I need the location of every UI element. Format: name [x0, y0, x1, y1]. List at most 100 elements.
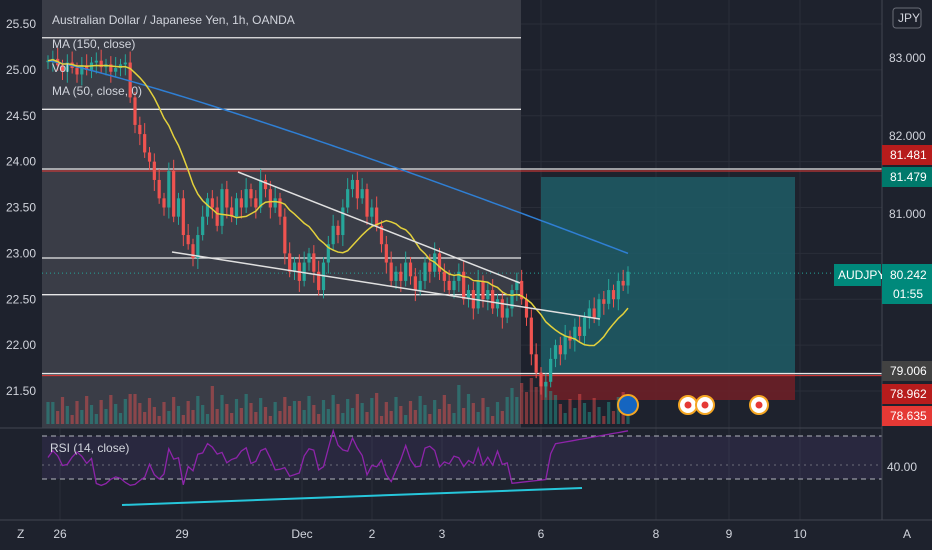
indicator-ma150-label[interactable]: MA (150, close): [52, 37, 135, 51]
candle[interactable]: [254, 198, 258, 208]
candle[interactable]: [302, 262, 306, 281]
candle[interactable]: [60, 65, 65, 72]
candle[interactable]: [336, 225, 340, 236]
candle[interactable]: [408, 262, 413, 277]
candle[interactable]: [437, 253, 442, 272]
candle[interactable]: [394, 271, 398, 281]
indicator-vol-label[interactable]: Vol: [52, 61, 69, 75]
candle[interactable]: [592, 308, 596, 318]
candles[interactable]: [46, 47, 630, 398]
candle[interactable]: [626, 271, 630, 286]
candle[interactable]: [529, 317, 533, 355]
candle[interactable]: [288, 253, 292, 272]
candle[interactable]: [128, 62, 132, 98]
candle[interactable]: [94, 60, 98, 63]
candle[interactable]: [80, 65, 84, 75]
candle[interactable]: [109, 64, 113, 72]
candle[interactable]: [278, 198, 282, 217]
rsi-label[interactable]: RSI (14, close): [50, 441, 129, 455]
candle[interactable]: [442, 271, 446, 281]
candle[interactable]: [616, 280, 620, 300]
candle[interactable]: [447, 280, 451, 291]
candle[interactable]: [350, 179, 355, 190]
candle[interactable]: [621, 280, 625, 286]
candle[interactable]: [355, 179, 359, 199]
candle[interactable]: [283, 216, 287, 254]
candle[interactable]: [534, 354, 538, 373]
indicator-ma50-label[interactable]: MA (50, close, 0): [52, 84, 142, 98]
price-tag[interactable]: [882, 406, 932, 426]
candle[interactable]: [249, 189, 253, 199]
candle[interactable]: [457, 271, 461, 281]
price-tag[interactable]: [882, 384, 932, 404]
candle[interactable]: [524, 299, 529, 318]
event-icons[interactable]: [617, 394, 769, 416]
candle[interactable]: [147, 152, 152, 162]
candle[interactable]: [607, 290, 611, 304]
candle[interactable]: [172, 170, 176, 217]
candle[interactable]: [505, 308, 509, 318]
candle[interactable]: [365, 189, 369, 217]
candle[interactable]: [341, 207, 345, 236]
candle[interactable]: [234, 198, 239, 217]
candle[interactable]: [312, 253, 316, 272]
candle[interactable]: [114, 68, 118, 72]
candle[interactable]: [500, 299, 504, 318]
candle[interactable]: [196, 235, 200, 258]
candle[interactable]: [186, 235, 190, 245]
price-tag[interactable]: [882, 361, 932, 381]
candle[interactable]: [181, 198, 185, 236]
price-tag[interactable]: [882, 167, 932, 187]
candle[interactable]: [404, 262, 408, 281]
candle[interactable]: [370, 207, 374, 217]
candle[interactable]: [611, 290, 616, 300]
candle[interactable]: [602, 299, 606, 304]
candle[interactable]: [573, 326, 577, 341]
candle[interactable]: [201, 216, 205, 236]
candle[interactable]: [225, 189, 229, 208]
candle[interactable]: [167, 170, 171, 208]
candle[interactable]: [418, 280, 422, 291]
candle[interactable]: [360, 189, 364, 199]
candle[interactable]: [133, 97, 137, 125]
candle[interactable]: [346, 189, 350, 208]
candle[interactable]: [244, 189, 248, 208]
candle[interactable]: [307, 253, 311, 263]
candle[interactable]: [539, 372, 543, 387]
time-axis[interactable]: 26 29 Dec 2 3 6 8 9 10: [53, 527, 807, 541]
candle[interactable]: [215, 207, 219, 226]
candle[interactable]: [389, 262, 393, 281]
candle[interactable]: [157, 179, 161, 199]
candle[interactable]: [239, 198, 243, 208]
candle[interactable]: [384, 244, 388, 263]
candle[interactable]: [413, 276, 417, 291]
candle[interactable]: [549, 358, 553, 382]
candle[interactable]: [587, 308, 591, 318]
candle[interactable]: [582, 317, 587, 336]
candle[interactable]: [452, 280, 456, 291]
candle[interactable]: [578, 326, 582, 336]
candle[interactable]: [65, 62, 69, 72]
candle[interactable]: [481, 280, 485, 300]
candle[interactable]: [399, 271, 403, 281]
candle[interactable]: [220, 189, 224, 226]
candle[interactable]: [176, 198, 181, 217]
candle[interactable]: [268, 189, 272, 208]
candle[interactable]: [326, 244, 330, 263]
candle[interactable]: [510, 290, 514, 309]
australia-flag-icon[interactable]: [617, 394, 639, 416]
candle[interactable]: [515, 280, 519, 291]
candle[interactable]: [152, 161, 156, 180]
candle[interactable]: [476, 280, 480, 309]
candle[interactable]: [210, 198, 214, 208]
candle[interactable]: [259, 179, 263, 208]
candle[interactable]: [486, 290, 490, 300]
symbol-tag[interactable]: [834, 264, 881, 286]
candle[interactable]: [85, 65, 89, 70]
candle[interactable]: [544, 381, 548, 387]
candle[interactable]: [263, 179, 268, 190]
candle[interactable]: [292, 262, 297, 272]
auto-scale-button[interactable]: A: [903, 527, 911, 541]
candle[interactable]: [553, 345, 558, 359]
candle[interactable]: [379, 225, 384, 245]
